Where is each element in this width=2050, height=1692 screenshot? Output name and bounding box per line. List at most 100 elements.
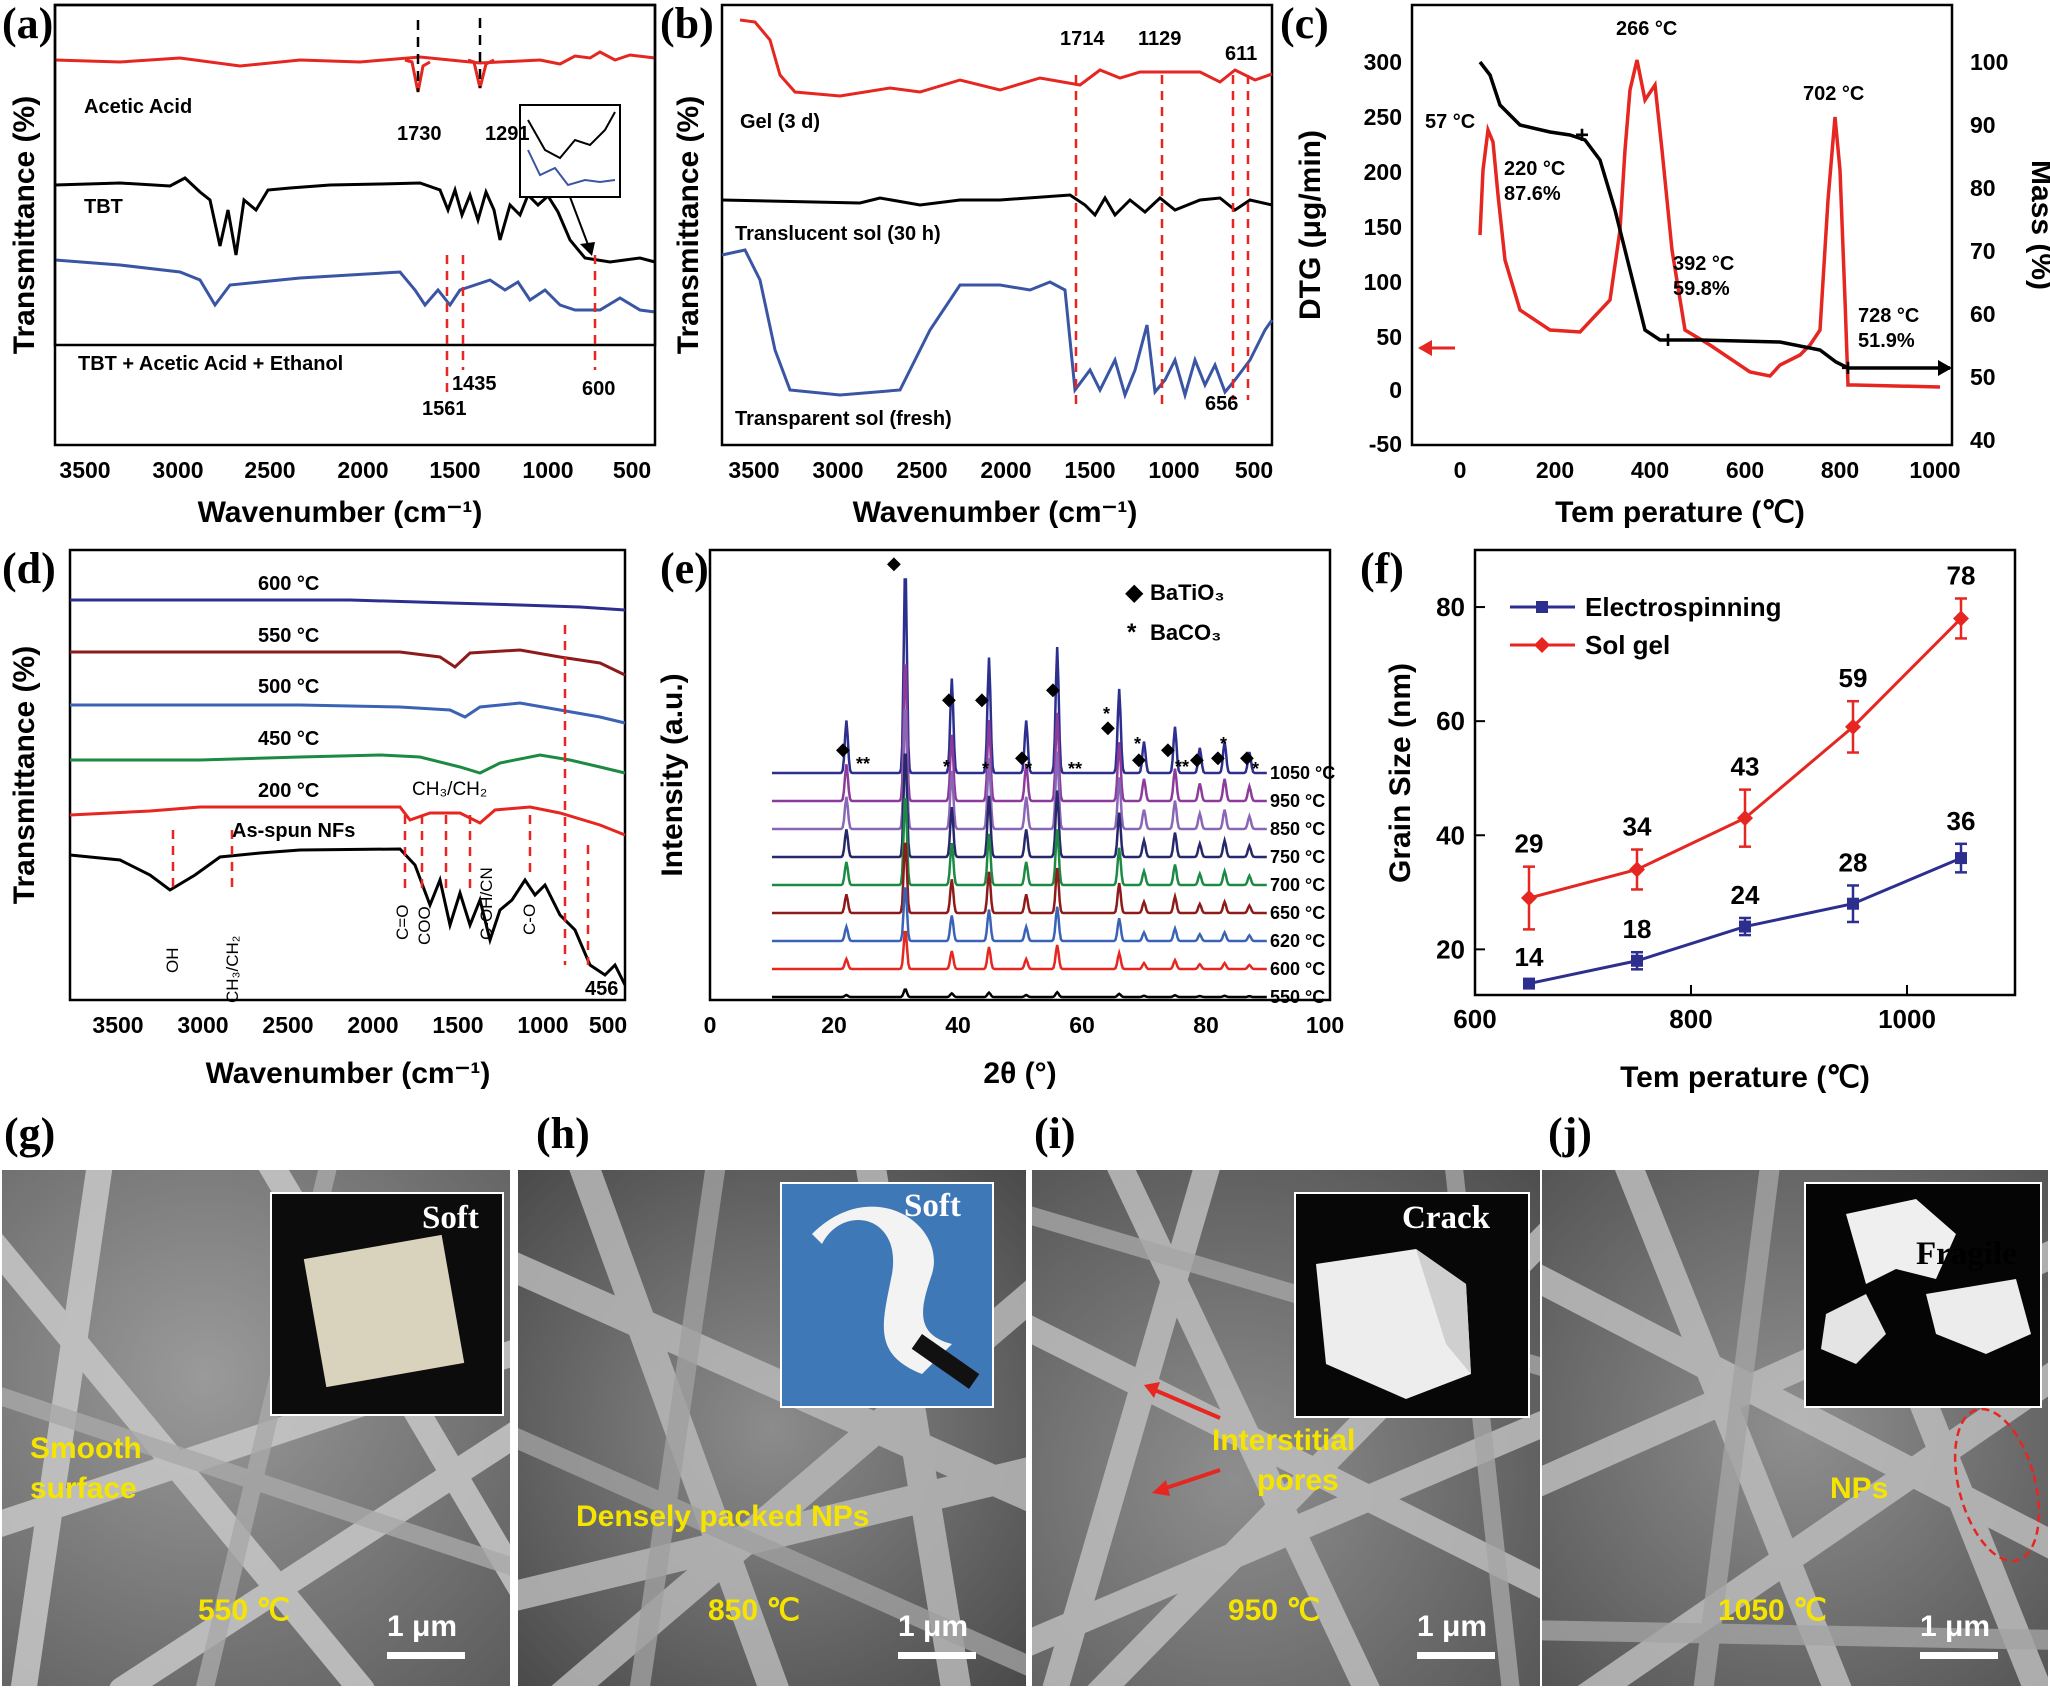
panel-e-diamond-icon: ◆ (887, 553, 901, 573)
panel-d-band-oh: OH (163, 948, 182, 974)
panel-a-xtick: 3000 (152, 457, 203, 483)
panel-f-ytick: 60 (1436, 706, 1465, 736)
panel-d-band-ch-top: CH₃/CH₂ (412, 779, 487, 800)
panel-c-xticks: 0 200 400 600 800 1000 (1454, 457, 1961, 483)
panel-e-temp-label: 750 °C (1270, 847, 1325, 867)
panel-b-peak-label-611: 611 (1225, 43, 1257, 65)
panel-d-series-label-550: 550 °C (258, 625, 319, 647)
panel-a-xlabel: Wavenumber (cm⁻¹) (198, 496, 483, 529)
panel-a-ylabel: Transmittance (%) (8, 96, 41, 354)
panel-c-ytick: 150 (1364, 214, 1402, 240)
panel-b-xtick: 1000 (1148, 457, 1199, 483)
panel-c-xtick: 400 (1631, 457, 1669, 483)
panel-f-legend-square-icon (1536, 601, 1548, 613)
panel-e-label: (e) (660, 545, 709, 593)
panel-f-point (1845, 718, 1861, 735)
panel-g-inset-mat (303, 1234, 465, 1388)
panel-c-ytick: 0 (1389, 377, 1402, 403)
panel-b-xtick: 3000 (812, 457, 863, 483)
panel-a-peak-label-600: 600 (582, 378, 615, 400)
panel-d-band-co: C=O (393, 905, 412, 940)
panel-d-ylabel: Transmittance (%) (8, 646, 41, 904)
panel-a-label: (a) (2, 0, 53, 48)
panel-e-star-icon: * (1025, 759, 1032, 779)
panel-c-ann-876: 87.6% (1504, 183, 1561, 205)
panel-e-pattern-line (772, 798, 1267, 887)
panel-a-xtick: 2000 (337, 457, 388, 483)
panel-c-marker-icon: + (1841, 355, 1855, 382)
panel-h-text-1: Densely packed NPs (576, 1500, 870, 1533)
panel-b-xticks: 3500 3000 2500 2000 1500 1000 500 (728, 457, 1273, 483)
panel-e-diamond-icon: ◆ (1240, 747, 1254, 767)
panel-h-temp: 850 ℃ (708, 1594, 801, 1627)
panel-i-arrow-2 (1159, 1468, 1221, 1492)
panel-f-ticks: 600 800 1000 20 40 60 80 (1436, 592, 1936, 1034)
panel-d-series-label-asspun: As-spun NFs (232, 820, 355, 842)
panel-f-xlabel: Tem perature (℃) (1620, 1061, 1870, 1094)
panel-c-xlabel: Tem perature (℃) (1555, 496, 1805, 529)
panel-d-series-550 (70, 648, 626, 677)
panel-e-xlabel: 2θ (°) (983, 1057, 1056, 1090)
panel-h-inset-ribbon (812, 1206, 980, 1389)
panel-e-star-icon: ** (1068, 759, 1082, 779)
panel-e-diamond-icon: ◆ (1046, 679, 1060, 699)
panel-f-legend-electrospinning: Electrospinning (1585, 592, 1781, 622)
panel-d-xtick: 1500 (432, 1012, 483, 1038)
panel-i-temp: 950 ℃ (1228, 1594, 1321, 1627)
panel-f-data-label: 24 (1731, 880, 1760, 910)
panel-e-star-icon: * (1134, 734, 1141, 754)
panel-e-xtick: 40 (945, 1012, 971, 1038)
panel-a-peak-label-1435: 1435 (452, 373, 497, 395)
panel-f-legend-diamond-icon (1534, 637, 1550, 653)
panel-e-pattern-line (772, 842, 1267, 915)
panel-g-temp: 550 ℃ (198, 1594, 291, 1627)
panel-d-series-label-500: 500 °C (258, 676, 319, 698)
panel-h-scale-text: 1 μm (898, 1610, 969, 1643)
panel-e-ylabel: Intensity (a.u.) (660, 673, 689, 876)
panel-h-sem-image: Soft Densely packed NPs 850 ℃ 1 μm (518, 1170, 1026, 1686)
panel-c-ann-392: 392 °C (1673, 253, 1734, 275)
panel-e-patterns (772, 578, 1267, 999)
panel-i-arrow-1 (1149, 1386, 1221, 1420)
panel-e-pattern-line (772, 664, 1267, 803)
panel-g-scale-text: 1 μm (387, 1610, 458, 1643)
panel-d-label: (d) (2, 545, 56, 593)
panel-f-grain-size-chart: (f) 600 800 1000 20 40 60 80 14 18 24 28 36 29 34 43 5… (1360, 545, 2017, 1094)
panel-d-band-coh: C-OH/CN (477, 867, 496, 940)
panel-e-diamond-icon: ◆ (1190, 749, 1204, 769)
panel-b-xtick: 2000 (980, 457, 1031, 483)
panel-e-temp-label: 550 °C (1270, 987, 1325, 1007)
panel-a-arrowhead-icon (580, 242, 595, 256)
panel-e-pattern-line (772, 753, 1267, 859)
panel-c-ann-598: 59.8% (1673, 278, 1730, 300)
panel-f-data-label: 78 (1947, 560, 1976, 590)
panel-e-temp-labels: 1050 °C 950 °C 850 °C 750 °C 700 °C 650 … (1270, 763, 1335, 1007)
panel-g-inset-word: Soft (422, 1200, 479, 1236)
panel-c-ann-519: 51.9% (1858, 330, 1915, 352)
panel-d-series-200 (69, 805, 626, 837)
panel-a-xticks: 3500 3000 2500 2000 1500 1000 500 (59, 457, 651, 483)
panel-c-ytick-right: 60 (1970, 301, 1996, 327)
panel-f-point (1739, 920, 1751, 933)
panel-d-series-450 (70, 753, 626, 775)
panel-c-xtick: 0 (1454, 457, 1467, 483)
panel-b-series-label-3: Transparent sol (fresh) (735, 408, 952, 430)
panel-j-text-1: NPs (1830, 1472, 1889, 1505)
panel-a-peak-label-1561: 1561 (422, 398, 467, 420)
panel-e-star-icon: * (1220, 734, 1227, 754)
panel-j-inset-photo: Fragile (1804, 1182, 2042, 1408)
panel-g-scale-bar (387, 1652, 465, 1659)
panel-f-data-label: 28 (1839, 847, 1868, 877)
panel-d-series-label-600: 600 °C (258, 573, 319, 595)
panel-f-ylabel: Grain Size (nm) (1384, 663, 1417, 883)
panel-b-axes (720, 3, 1274, 447)
panel-c-marker-icon: + (1661, 327, 1675, 354)
panel-e-temp-label: 650 °C (1270, 903, 1325, 923)
panel-d-series-asspun (69, 847, 627, 986)
panel-c-ytick-right: 40 (1970, 427, 1996, 453)
panel-d-ftir-chart: (d) 600 °C 550 °C 500 °C 450 °C 200 °C A… (2, 545, 627, 1090)
panel-e-diamond-icon: ◆ (1015, 747, 1029, 767)
panel-e-diamond-icon: ◆ (1132, 749, 1146, 769)
panel-g-sem-image: Soft Smooth surface 550 ℃ 1 μm (2, 1170, 510, 1686)
panel-f-data-label: 36 (1947, 806, 1976, 836)
